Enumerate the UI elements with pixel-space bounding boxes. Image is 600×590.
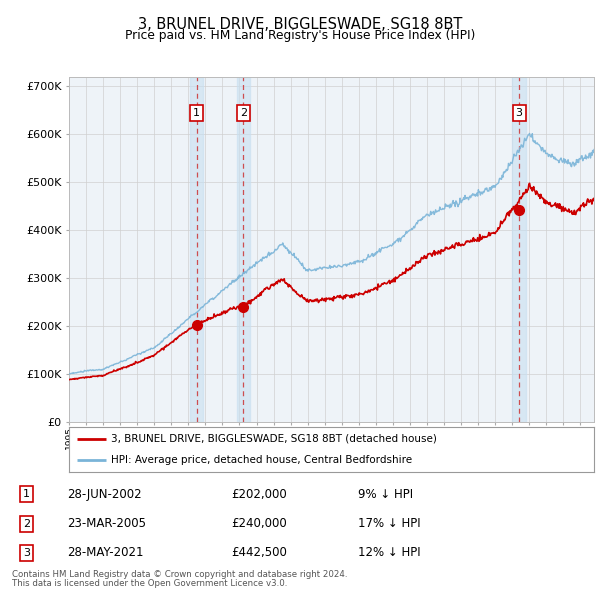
Text: 3, BRUNEL DRIVE, BIGGLESWADE, SG18 8BT: 3, BRUNEL DRIVE, BIGGLESWADE, SG18 8BT: [138, 17, 462, 31]
Bar: [190, 77, 203, 422]
Text: 17% ↓ HPI: 17% ↓ HPI: [358, 517, 420, 530]
Text: 3, BRUNEL DRIVE, BIGGLESWADE, SG18 8BT (detached house): 3, BRUNEL DRIVE, BIGGLESWADE, SG18 8BT (…: [111, 434, 437, 444]
Text: 2: 2: [23, 519, 30, 529]
Text: 23-MAR-2005: 23-MAR-2005: [67, 517, 146, 530]
Text: HPI: Average price, detached house, Central Bedfordshire: HPI: Average price, detached house, Cent…: [111, 455, 412, 465]
Text: 3: 3: [515, 108, 523, 118]
Bar: [236, 77, 250, 422]
Text: Contains HM Land Registry data © Crown copyright and database right 2024.: Contains HM Land Registry data © Crown c…: [12, 570, 347, 579]
Text: 9% ↓ HPI: 9% ↓ HPI: [358, 488, 413, 501]
Text: This data is licensed under the Open Government Licence v3.0.: This data is licensed under the Open Gov…: [12, 579, 287, 588]
Text: 12% ↓ HPI: 12% ↓ HPI: [358, 546, 420, 559]
Text: 2: 2: [240, 108, 247, 118]
Text: Price paid vs. HM Land Registry's House Price Index (HPI): Price paid vs. HM Land Registry's House …: [125, 30, 475, 42]
Text: £202,000: £202,000: [231, 488, 287, 501]
Text: 28-JUN-2002: 28-JUN-2002: [67, 488, 142, 501]
Text: 28-MAY-2021: 28-MAY-2021: [67, 546, 143, 559]
Text: 3: 3: [23, 548, 30, 558]
Text: 1: 1: [23, 489, 30, 499]
Text: £240,000: £240,000: [231, 517, 287, 530]
Text: £442,500: £442,500: [231, 546, 287, 559]
Bar: [512, 77, 526, 422]
Text: 1: 1: [193, 108, 200, 118]
